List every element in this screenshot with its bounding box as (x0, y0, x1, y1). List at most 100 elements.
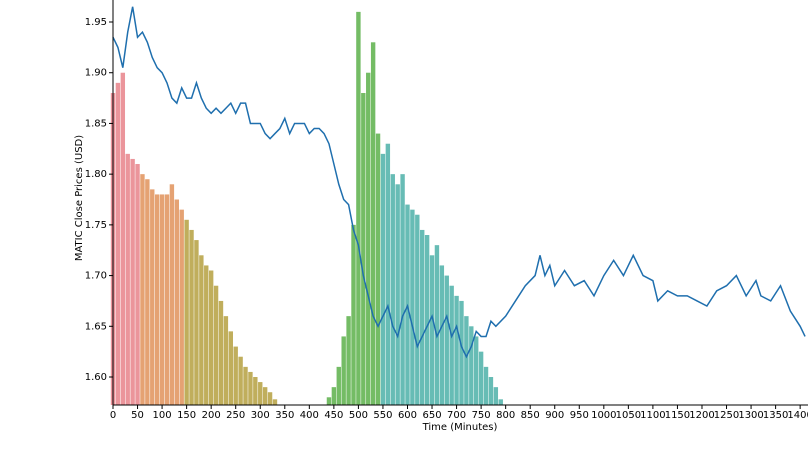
y-tick-label: 1.75 (85, 220, 107, 231)
x-tick-label: 1350 (763, 410, 788, 421)
bar (478, 351, 484, 405)
bar (169, 184, 175, 405)
bar (493, 387, 499, 405)
bar (145, 179, 150, 405)
x-tick-label: 500 (349, 410, 368, 421)
x-tick-label: 850 (521, 410, 540, 421)
y-tick-label: 1.80 (85, 169, 107, 180)
bar (439, 265, 445, 405)
bar (154, 194, 160, 405)
bar (366, 72, 371, 406)
x-tick-label: 800 (496, 410, 515, 421)
x-tick-label: 650 (422, 410, 441, 421)
bar (380, 153, 386, 405)
x-tick-label: 450 (324, 410, 343, 421)
x-tick-label: 50 (131, 410, 144, 421)
x-tick-label: 1100 (640, 410, 665, 421)
bar (159, 194, 165, 405)
x-tick-label: 700 (447, 410, 466, 421)
x-tick-label: 1200 (689, 410, 714, 421)
x-tick-label: 250 (226, 410, 245, 421)
bar (410, 209, 415, 405)
bar (469, 326, 474, 405)
bar (483, 366, 489, 405)
price-line (112, 6, 806, 359)
bar (189, 229, 194, 405)
bar (194, 240, 199, 405)
x-tick-label: 100 (153, 410, 172, 421)
y-tick-label: 1.85 (85, 118, 107, 129)
x-tick-label: 1150 (665, 410, 690, 421)
bar (164, 194, 170, 405)
bar (174, 199, 180, 405)
bar (390, 174, 395, 405)
bar (120, 72, 126, 406)
y-tick-label: 1.90 (85, 68, 107, 79)
y-axis-label: MATIC Close Prices (USD) (74, 135, 85, 261)
bar (370, 42, 376, 406)
x-tick-label: 550 (373, 410, 392, 421)
bar (243, 366, 248, 405)
bar (272, 399, 278, 405)
x-tick-label: 1250 (714, 410, 739, 421)
bar (488, 377, 494, 405)
bar (336, 366, 341, 405)
bar (115, 82, 121, 405)
x-tick-label: 600 (398, 410, 417, 421)
bar (179, 209, 184, 405)
bar (449, 285, 454, 405)
x-tick-label: 1000 (591, 410, 616, 421)
bar (400, 174, 405, 405)
bar (135, 164, 140, 405)
y-tick-label: 1.95 (85, 17, 107, 28)
y-tick-label: 1.65 (85, 321, 107, 332)
bar (326, 397, 332, 405)
x-tick-label: 0 (110, 410, 116, 421)
bar (223, 316, 229, 405)
bar (459, 300, 464, 405)
bar (130, 158, 135, 405)
bar (125, 153, 130, 405)
bar (341, 336, 346, 405)
bar (331, 387, 337, 405)
x-tick-label: 350 (275, 410, 294, 421)
bar (262, 387, 268, 405)
x-axis-label: Time (Minutes) (422, 422, 498, 433)
bar (248, 371, 253, 405)
y-tick-label: 1.70 (85, 271, 107, 282)
bar (208, 270, 214, 405)
x-tick-label: 1400 (787, 410, 808, 421)
bar (204, 265, 209, 405)
x-tick-label: 150 (177, 410, 196, 421)
bar (346, 316, 351, 405)
bar (253, 377, 258, 405)
bar (267, 392, 273, 405)
bar (429, 255, 435, 405)
bar (464, 316, 469, 405)
bar (140, 174, 145, 405)
x-tick-label: 900 (545, 410, 564, 421)
x-tick-label: 750 (472, 410, 491, 421)
bar (434, 245, 440, 405)
bar (361, 93, 366, 405)
bar (351, 224, 356, 405)
bar (228, 331, 233, 405)
bar (424, 235, 430, 405)
x-tick-label: 950 (570, 410, 589, 421)
bar (199, 255, 204, 405)
x-tick-label: 1300 (738, 410, 763, 421)
bar (385, 143, 391, 405)
bar (415, 214, 420, 405)
bar (218, 300, 224, 405)
bar (474, 336, 479, 405)
bar (498, 399, 503, 405)
bar (356, 11, 361, 406)
bar (258, 382, 263, 405)
bar (444, 275, 449, 405)
bar (150, 189, 155, 405)
bar (420, 229, 425, 405)
bar (184, 219, 189, 405)
x-tick-label: 300 (251, 410, 270, 421)
x-tick-label: 200 (202, 410, 221, 421)
